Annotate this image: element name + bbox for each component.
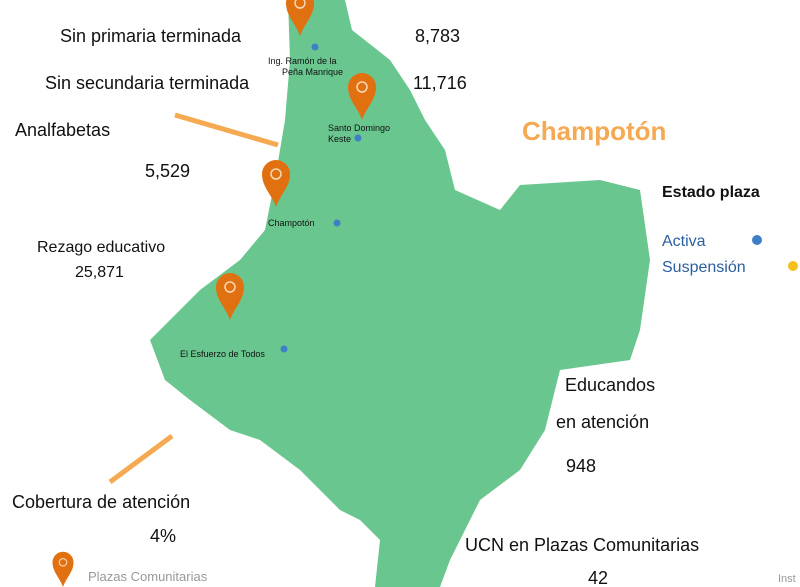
plaza-pin xyxy=(262,160,290,207)
active-dot xyxy=(354,134,362,142)
stat-label: Sin primaria terminada xyxy=(60,26,242,46)
stat-value: 11,716 xyxy=(413,73,467,93)
legend-suspension-dot xyxy=(788,261,798,271)
pin-icon xyxy=(224,281,236,293)
place-label: Ing. Ramón de la xyxy=(268,56,337,66)
place-label: El Esfuerzo de Todos xyxy=(180,349,265,359)
stat-value: 25,871 xyxy=(75,264,124,281)
pin-body xyxy=(262,160,290,207)
plaza-pin xyxy=(286,0,314,36)
stat-label: UCN en Plazas Comunitarias xyxy=(465,535,699,555)
pin-body xyxy=(216,273,244,320)
pin-body xyxy=(348,73,376,120)
place-label: Peña Manrique xyxy=(282,67,343,77)
pin-icon xyxy=(356,81,368,93)
place-label: Santo Domingo xyxy=(328,123,390,133)
pin-icon xyxy=(270,168,282,180)
stat-label: Sin secundaria terminada xyxy=(45,73,250,93)
stat-label: en atención xyxy=(556,412,649,432)
plaza-pin xyxy=(216,273,244,320)
stat-label: Educandos xyxy=(565,375,655,395)
place-label: Keste xyxy=(328,134,351,144)
municipality-title: Champotón xyxy=(522,116,666,146)
legend-item: Activa xyxy=(662,233,706,250)
stat-label: Analfabetas xyxy=(15,120,110,140)
active-dot xyxy=(280,345,288,353)
pin-legend-label: Plazas Comunitarias xyxy=(88,569,208,584)
pin-icon xyxy=(294,0,306,9)
stat-value: 42 xyxy=(588,568,608,587)
pin-body xyxy=(286,0,314,36)
stat-value: 5,529 xyxy=(145,161,190,181)
legend-title: Estado plaza xyxy=(662,184,760,201)
pin-icon xyxy=(58,557,68,567)
stat-value: 4% xyxy=(150,526,176,546)
stat-value: 8,783 xyxy=(415,26,460,46)
pin-body xyxy=(52,551,74,587)
connector-line xyxy=(174,112,279,148)
active-dot xyxy=(311,43,319,51)
footer-text: Inst xyxy=(778,573,796,585)
connector-line xyxy=(108,433,174,485)
stat-label: Rezago educativo xyxy=(37,239,165,256)
plaza-pin xyxy=(348,73,376,120)
place-label: Champotón xyxy=(268,218,315,228)
legend-item: Suspensión xyxy=(662,259,746,276)
plaza-pin xyxy=(52,551,74,587)
stat-label: Cobertura de atención xyxy=(12,492,190,512)
stat-value: 948 xyxy=(566,456,596,476)
legend-active-dot xyxy=(752,235,762,245)
municipality-map xyxy=(150,0,650,587)
active-dot xyxy=(333,219,341,227)
